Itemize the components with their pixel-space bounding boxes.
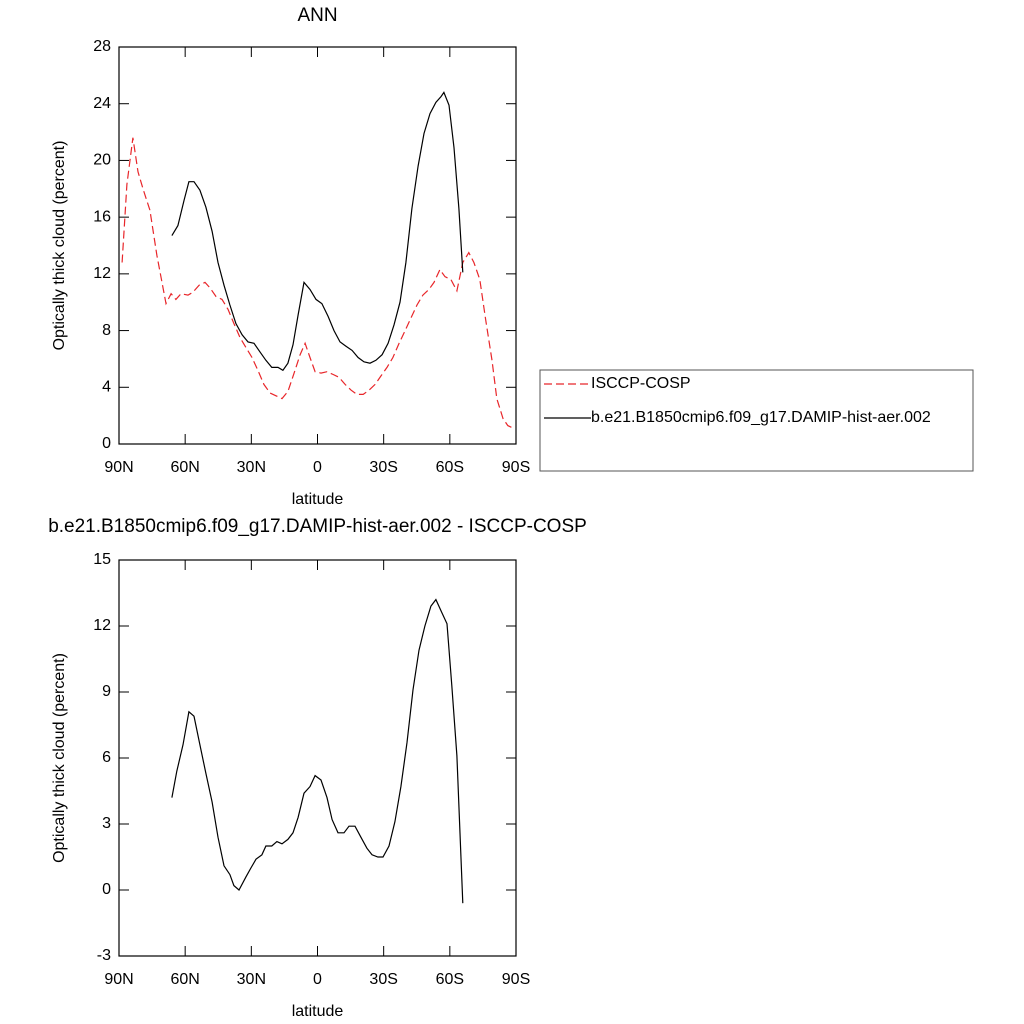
y-tick-label: 12 xyxy=(93,617,111,634)
y-axis-label: Optically thick cloud (percent) xyxy=(51,141,68,351)
x-tick-label: 90S xyxy=(502,971,530,988)
plot-frame xyxy=(118,559,517,957)
x-tick-label: 0 xyxy=(313,459,322,476)
x-tick-label: 30S xyxy=(369,971,397,988)
x-tick-label: 60S xyxy=(436,459,464,476)
data-line xyxy=(171,598,464,904)
data-line xyxy=(121,137,515,429)
y-tick-label: 9 xyxy=(102,683,111,700)
y-tick-label: 24 xyxy=(93,95,111,112)
plot-frame xyxy=(118,46,517,445)
y-tick-label: 15 xyxy=(93,551,111,568)
y-tick-label: 0 xyxy=(102,881,111,898)
chart-title: b.e21.B1850cmip6.f09_g17.DAMIP-hist-aer.… xyxy=(48,516,587,537)
x-tick-label: 0 xyxy=(313,971,322,988)
y-tick-label: 20 xyxy=(93,152,111,169)
x-tick-label: 30N xyxy=(237,971,266,988)
x-tick-label: 90N xyxy=(104,971,133,988)
x-tick-label: 60N xyxy=(170,971,199,988)
y-tick-label: -3 xyxy=(97,947,111,964)
y-tick-label: 4 xyxy=(102,379,111,396)
y-tick-label: 28 xyxy=(93,38,111,55)
y-tick-label: 16 xyxy=(93,208,111,225)
x-axis-label: latitude xyxy=(292,1003,344,1020)
y-tick-label: 6 xyxy=(102,749,111,766)
legend-box xyxy=(539,369,974,472)
legend-label: b.e21.B1850cmip6.f09_g17.DAMIP-hist-aer.… xyxy=(591,409,931,426)
y-tick-label: 3 xyxy=(102,815,111,832)
data-line xyxy=(171,91,464,372)
chart-title: ANN xyxy=(297,5,337,26)
y-tick-label: 12 xyxy=(93,265,111,282)
x-tick-label: 30N xyxy=(237,459,266,476)
x-tick-label: 60N xyxy=(170,459,199,476)
x-axis-label: latitude xyxy=(292,491,344,508)
y-tick-label: 8 xyxy=(102,322,111,339)
legend-label: ISCCP-COSP xyxy=(591,375,691,392)
x-tick-label: 30S xyxy=(369,459,397,476)
x-tick-label: 60S xyxy=(436,971,464,988)
x-tick-label: 90N xyxy=(104,459,133,476)
y-axis-label: Optically thick cloud (percent) xyxy=(51,653,68,863)
y-tick-label: 0 xyxy=(102,435,111,452)
x-tick-label: 90S xyxy=(502,459,530,476)
